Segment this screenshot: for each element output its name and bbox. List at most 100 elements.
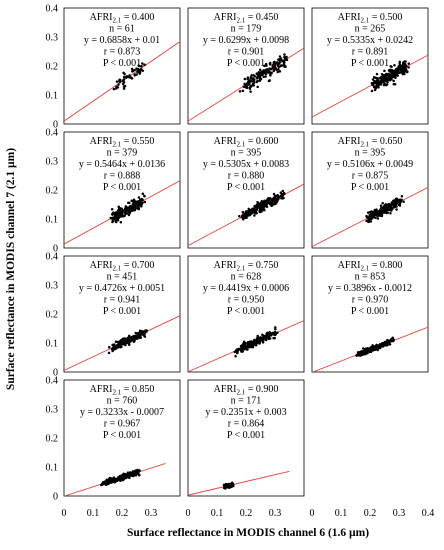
regression-equation: y = 0.6299x + 0.0098 [203, 35, 289, 46]
data-point [372, 85, 376, 89]
y-tick-label: 0.4 [46, 376, 59, 387]
data-point [398, 62, 401, 66]
afri-subscript: 2.1 [360, 17, 369, 25]
data-point [261, 333, 264, 336]
data-point [274, 328, 277, 331]
y-tick-label: 0 [53, 244, 58, 255]
x-tick-label: 0.3 [269, 508, 282, 519]
y-tick-label: 0.2 [46, 186, 59, 197]
p-value: P < 0.001 [227, 306, 265, 317]
data-point [382, 342, 386, 346]
afri-label: AFRI2.1 = 0.550 [90, 136, 155, 149]
x-tick-label: 0.1 [87, 508, 100, 519]
panel-plot-area [188, 183, 304, 246]
afri-name: AFRI [214, 384, 237, 395]
regression-equation: y = 0.4726x + 0.0051 [79, 283, 165, 294]
data-point [138, 473, 141, 477]
afri-subscript: 2.1 [360, 265, 369, 273]
sample-size: n = 451 [107, 272, 138, 283]
data-point [375, 76, 379, 80]
data-point [119, 478, 122, 482]
afri-value: = 0.600 [245, 136, 278, 147]
data-point [143, 200, 147, 204]
data-point [383, 69, 386, 73]
data-point [122, 71, 125, 75]
data-point [359, 354, 362, 357]
data-point [251, 342, 255, 346]
data-point [238, 214, 241, 218]
data-point [263, 64, 266, 68]
panel-plot-area [64, 180, 180, 245]
panel-frame [187, 379, 305, 497]
y-tick-label: 0.2 [46, 434, 59, 445]
y-tick-label: 0.2 [46, 62, 59, 73]
data-point [141, 192, 145, 195]
data-point [264, 335, 267, 338]
data-point [380, 73, 384, 76]
panel-plot-area [64, 41, 180, 122]
data-point [269, 74, 272, 77]
data-point [243, 213, 246, 217]
data-point [245, 214, 249, 217]
afri-label: AFRI2.1 = 0.600 [214, 136, 279, 149]
data-point [401, 68, 404, 71]
data-point [118, 78, 122, 82]
regression-equation: y = 0.5106x + 0.0049 [327, 159, 413, 170]
panel-plot-area [312, 54, 428, 118]
data-point [256, 338, 259, 342]
p-value: P < 0.001 [103, 58, 141, 69]
afri-value: = 0.850 [121, 384, 154, 395]
data-point [371, 212, 375, 215]
data-point [121, 82, 125, 86]
sample-size: n = 628 [231, 272, 262, 283]
data-point [397, 71, 401, 75]
panel-frame [187, 131, 305, 249]
data-point [283, 53, 286, 56]
data-point [268, 337, 271, 340]
data-point [117, 213, 121, 216]
p-value: P < 0.001 [351, 306, 389, 317]
data-point [244, 85, 247, 88]
y-tick-label: 0 [53, 120, 58, 131]
data-point [278, 55, 282, 58]
data-point [228, 485, 231, 488]
data-point [267, 334, 271, 337]
data-point [373, 81, 377, 85]
data-point [272, 331, 275, 334]
data-point [240, 346, 243, 349]
data-point [240, 349, 243, 352]
data-point [254, 209, 257, 213]
data-point [278, 61, 281, 65]
data-point [112, 211, 115, 214]
data-point [117, 83, 120, 86]
x-axis-label: Surface reflectance in MODIS channel 6 (… [127, 527, 369, 539]
data-point [398, 65, 401, 69]
data-point [386, 203, 390, 206]
data-point [115, 85, 118, 89]
data-point [243, 77, 247, 81]
regression-equation: y = 0.6858x + 0.01 [84, 35, 160, 46]
panel-plot-area [188, 47, 304, 122]
data-point [381, 77, 385, 81]
data-point [404, 65, 407, 69]
x-tick-label: 0.1 [211, 508, 224, 519]
data-point [100, 483, 103, 487]
data-point [130, 70, 134, 73]
data-point [110, 207, 114, 211]
data-point [124, 343, 127, 347]
afri-value: = 0.500 [369, 12, 402, 23]
y-tick-label: 0.4 [46, 128, 59, 139]
afri-subscript: 2.1 [236, 17, 245, 25]
data-point [250, 344, 253, 347]
afri-name: AFRI [214, 12, 237, 23]
data-point [114, 220, 118, 224]
data-point [375, 210, 378, 213]
correlation: r = 0.875 [352, 171, 388, 182]
data-point [276, 331, 279, 334]
data-point [250, 210, 254, 213]
data-point [132, 340, 136, 343]
